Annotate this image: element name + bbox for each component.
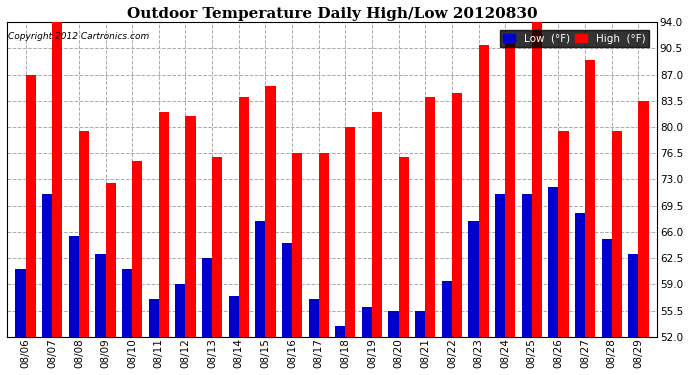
Bar (505, 37, 515, 375)
Bar (132, 161, 142, 375)
Bar (122, 269, 132, 375)
Bar (399, 157, 408, 375)
Bar (308, 299, 319, 375)
Bar (335, 326, 345, 375)
Bar (575, 213, 585, 375)
Bar (266, 86, 275, 375)
Bar (202, 258, 212, 375)
Bar (585, 60, 595, 375)
Bar (452, 93, 462, 375)
Bar (442, 280, 452, 375)
Bar (52, 22, 62, 375)
Bar (15, 269, 26, 375)
Bar (532, 22, 542, 375)
Bar (26, 75, 36, 375)
Bar (282, 243, 292, 375)
Bar (469, 220, 479, 375)
Bar (319, 153, 329, 375)
Bar (558, 131, 569, 375)
Bar (175, 284, 186, 375)
Bar (612, 131, 622, 375)
Bar (186, 116, 195, 375)
Bar (255, 220, 266, 375)
Bar (495, 194, 505, 375)
Bar (602, 239, 612, 375)
Legend: Low  (°F), High  (°F): Low (°F), High (°F) (500, 30, 649, 47)
Bar (228, 296, 239, 375)
Bar (106, 183, 116, 375)
Bar (345, 127, 355, 375)
Bar (479, 45, 489, 375)
Bar (159, 112, 169, 375)
Bar (212, 157, 222, 375)
Bar (638, 101, 649, 375)
Bar (522, 194, 532, 375)
Bar (292, 153, 302, 375)
Bar (388, 310, 399, 375)
Bar (362, 307, 372, 375)
Bar (95, 254, 106, 375)
Bar (415, 310, 425, 375)
Bar (69, 236, 79, 375)
Text: Copyright 2012 Cartronics.com: Copyright 2012 Cartronics.com (8, 32, 150, 40)
Bar (549, 187, 558, 375)
Title: Outdoor Temperature Daily High/Low 20120830: Outdoor Temperature Daily High/Low 20120… (127, 7, 538, 21)
Bar (629, 254, 638, 375)
Bar (148, 299, 159, 375)
Bar (239, 97, 249, 375)
Bar (79, 131, 89, 375)
Bar (425, 97, 435, 375)
Bar (42, 194, 52, 375)
Bar (372, 112, 382, 375)
